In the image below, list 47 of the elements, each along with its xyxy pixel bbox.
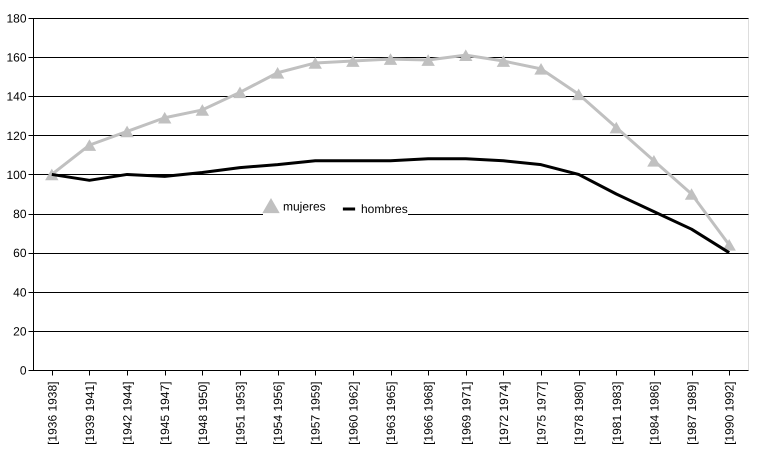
y-tick-label: 160	[6, 50, 27, 65]
x-tick-label: [1948 1950]	[196, 382, 210, 445]
x-tick-label: [1990 1992]	[722, 382, 737, 445]
legend-label: hombres	[361, 202, 408, 216]
y-tick-label: 100	[6, 168, 27, 182]
y-tick-label: 80	[13, 207, 27, 222]
x-tick-label: [1951 1953]	[233, 382, 248, 445]
y-tick-label: 20	[13, 324, 27, 338]
x-tick-label: [1984 1986]	[647, 382, 662, 445]
y-tick-label: 120	[6, 128, 27, 143]
x-tick-label: [1963 1965]	[384, 382, 398, 445]
point	[610, 122, 623, 134]
point	[158, 112, 172, 124]
point	[684, 188, 698, 200]
point	[82, 139, 96, 151]
x-tick-label: [1936 1938]	[45, 382, 60, 445]
legend-label: mujeres	[283, 199, 326, 214]
y-tick-label: 180	[6, 12, 27, 26]
x-tick-label: [1972 1974]	[496, 382, 511, 445]
x-tick-label: [1978 1980]	[572, 382, 586, 445]
y-tick-label: 140	[6, 90, 27, 104]
point	[233, 86, 247, 98]
point	[496, 55, 510, 67]
x-tick-label: [1975 1977]	[534, 382, 549, 445]
point	[572, 88, 586, 100]
x-tick-label: [1987 1989]	[685, 382, 700, 445]
x-tick-label: [1966 1968]	[422, 382, 436, 445]
y-tick-label: 40	[13, 285, 27, 300]
x-tick-label: [1969 1971]	[459, 382, 474, 445]
point	[534, 63, 548, 75]
point	[384, 53, 398, 65]
x-tick-label: [1960 1962]	[346, 382, 360, 445]
x-tick-label: [1957 1959]	[308, 382, 323, 445]
point	[196, 104, 210, 116]
point	[421, 54, 435, 66]
x-tick-label: [1945 1947]	[158, 382, 172, 445]
point	[120, 126, 134, 138]
point	[308, 57, 322, 69]
x-tick-label: [1942 1944]	[120, 382, 135, 445]
point	[459, 49, 472, 61]
y-tick-label: 60	[13, 246, 27, 260]
x-tick-label: [1981 1983]	[610, 382, 624, 445]
point	[270, 66, 284, 79]
point	[346, 55, 360, 67]
x-tick-label: [1939 1941]	[82, 382, 97, 445]
y-tick-label: 0	[20, 364, 27, 378]
x-tick-label: [1954 1956]	[271, 382, 286, 445]
